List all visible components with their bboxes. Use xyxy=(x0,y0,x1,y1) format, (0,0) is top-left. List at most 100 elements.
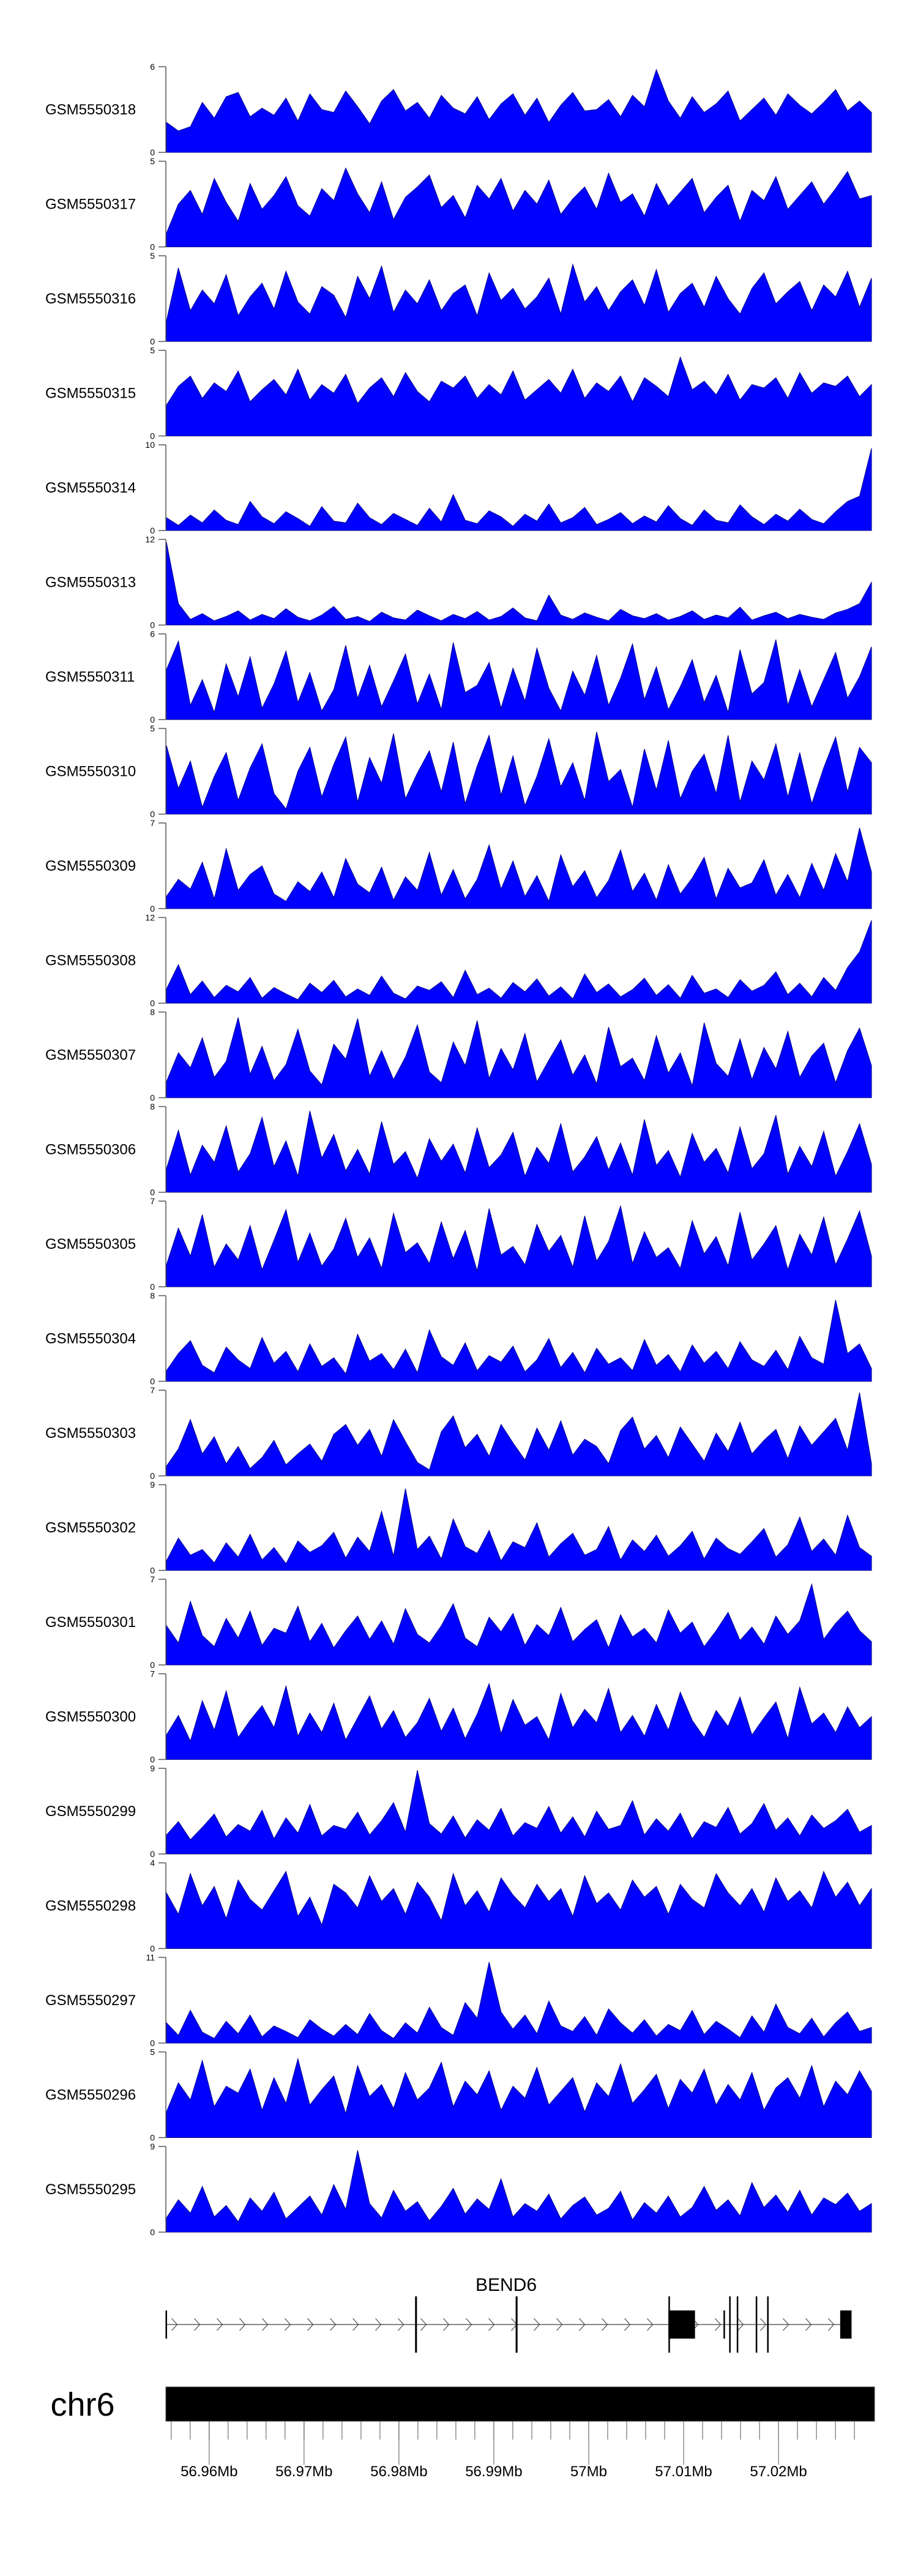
coverage-track: GSM5550296 5 0 xyxy=(45,2047,872,2143)
x-tick-label: 56.97Mb xyxy=(275,2463,332,2480)
gene-model-track: BEND6 xyxy=(165,2275,852,2353)
chromosome-axis-track: chr6 56.96Mb 56.97Mb 56.98Mb 56.99Mb 57Mb 57.0… xyxy=(50,2386,875,2480)
strand-arrow-icon xyxy=(239,2318,246,2331)
strand-arrow-icon xyxy=(556,2318,563,2331)
y-tick-label-max: 12 xyxy=(145,913,155,923)
track-label: GSM5550297 xyxy=(45,1992,136,2009)
track-label: GSM5550311 xyxy=(45,669,135,685)
strand-arrow-icon xyxy=(375,2318,382,2331)
strand-arrow-icon xyxy=(216,2318,223,2331)
x-tick-label: 56.98Mb xyxy=(370,2463,427,2480)
y-tick-label-max: 12 xyxy=(145,535,155,545)
coding-exon xyxy=(755,2296,758,2353)
coverage-track: GSM5550303 7 0 xyxy=(45,1385,872,1481)
track-label: GSM5550304 xyxy=(45,1331,136,1347)
y-tick-label-min: 0 xyxy=(150,1188,155,1197)
y-tick-label-max: 11 xyxy=(146,1952,155,1962)
track-label: GSM5550307 xyxy=(45,1047,136,1063)
utr-exon xyxy=(723,2310,725,2339)
coverage-tracks: GSM555031860GSM555031750GSM555031650GSM5… xyxy=(45,62,872,2237)
coverage-area xyxy=(166,1300,872,1382)
coverage-area xyxy=(166,1962,872,2044)
strand-arrow-icon xyxy=(397,2318,405,2331)
chromosome-bar xyxy=(165,2386,875,2422)
coverage-area xyxy=(166,827,872,909)
track-label: GSM5550295 xyxy=(45,2181,136,2198)
coverage-area xyxy=(166,639,872,720)
y-tick-label-max: 9 xyxy=(150,2142,155,2151)
y-tick-label-min: 0 xyxy=(150,999,155,1008)
coverage-track: GSM5550305 7 0 xyxy=(45,1196,872,1292)
strand-arrow-icon xyxy=(488,2318,495,2331)
y-tick-label-min: 0 xyxy=(150,337,155,346)
track-label: GSM5550298 xyxy=(45,1898,136,1915)
coding-exon xyxy=(767,2296,769,2353)
track-label: GSM5550310 xyxy=(45,764,136,780)
y-tick-label-max: 8 xyxy=(150,1102,155,1112)
track-label: GSM5550296 xyxy=(45,2087,136,2104)
y-tick-label-max: 7 xyxy=(150,818,155,828)
coverage-area xyxy=(166,731,872,814)
coverage-track: GSM5550318 6 0 xyxy=(45,62,872,157)
gene-label: BEND6 xyxy=(476,2275,537,2295)
strand-arrow-icon xyxy=(465,2318,472,2331)
coverage-track: GSM5550315 5 0 xyxy=(45,346,872,441)
coverage-area xyxy=(166,920,872,1003)
track-label: GSM5550313 xyxy=(45,575,136,591)
strand-arrow-icon xyxy=(533,2318,540,2331)
coding-exon xyxy=(736,2296,739,2353)
strand-arrow-icon xyxy=(352,2318,359,2331)
coverage-track: GSM5550297 11 0 xyxy=(45,1952,872,2048)
strand-arrow-icon xyxy=(329,2318,337,2331)
x-tick-label: 57.01Mb xyxy=(655,2463,712,2480)
strand-arrow-icon xyxy=(759,2318,767,2331)
coverage-area xyxy=(166,1392,872,1476)
x-tick-label: 57.02Mb xyxy=(750,2463,807,2480)
coverage-area xyxy=(166,448,872,531)
y-tick-label-min: 0 xyxy=(150,1944,155,1954)
coverage-track: GSM5550302 9 0 xyxy=(45,1480,872,1576)
coverage-area xyxy=(166,2057,872,2138)
strand-arrow-icon xyxy=(805,2318,812,2331)
y-tick-label-max: 9 xyxy=(150,1480,155,1490)
track-label: GSM5550302 xyxy=(45,1520,136,1536)
y-tick-label-max: 5 xyxy=(150,2047,155,2057)
coverage-track: GSM5550310 5 0 xyxy=(45,724,872,819)
strand-arrow-icon xyxy=(827,2318,835,2331)
x-tick-label: 56.99Mb xyxy=(465,2463,522,2480)
y-tick-label-max: 8 xyxy=(150,1291,155,1301)
coding-exon xyxy=(415,2296,417,2353)
coverage-area xyxy=(166,1111,872,1193)
y-tick-label-max: 7 xyxy=(150,1196,155,1206)
track-label: GSM5550306 xyxy=(45,1142,136,1158)
y-tick-label-min: 0 xyxy=(150,526,155,535)
track-label: GSM5550314 xyxy=(45,480,136,496)
coverage-track: GSM5550300 7 0 xyxy=(45,1669,872,1765)
y-tick-label-max: 5 xyxy=(150,251,155,261)
y-tick-label-min: 0 xyxy=(150,2133,155,2143)
chromosome-label: chr6 xyxy=(50,2386,114,2423)
strand-arrow-icon xyxy=(624,2318,631,2331)
coverage-area xyxy=(166,2150,872,2233)
coverage-area xyxy=(166,1871,872,1949)
strand-arrow-icon xyxy=(261,2318,269,2331)
strand-arrow-icon xyxy=(307,2318,314,2331)
coverage-track: GSM5550308 12 0 xyxy=(45,913,872,1008)
y-tick-label-min: 0 xyxy=(150,904,155,914)
y-tick-label-min: 0 xyxy=(150,147,155,157)
strand-arrow-icon xyxy=(646,2318,654,2331)
y-tick-label-max: 7 xyxy=(150,1669,155,1679)
track-label: GSM5550318 xyxy=(45,102,136,118)
y-tick-label-min: 0 xyxy=(150,620,155,630)
track-label: GSM5550303 xyxy=(45,1425,136,1442)
coverage-track: GSM5550307 8 0 xyxy=(45,1007,872,1103)
y-tick-label-min: 0 xyxy=(150,2227,155,2237)
strand-arrow-icon xyxy=(578,2318,586,2331)
track-label: GSM5550315 xyxy=(45,385,136,402)
coverage-area xyxy=(166,1017,872,1098)
coverage-track: GSM5550295 9 0 xyxy=(45,2142,872,2237)
y-tick-label-max: 8 xyxy=(150,1007,155,1017)
track-label: GSM5550300 xyxy=(45,1709,136,1725)
coverage-track: GSM5550301 7 0 xyxy=(45,1574,872,1670)
